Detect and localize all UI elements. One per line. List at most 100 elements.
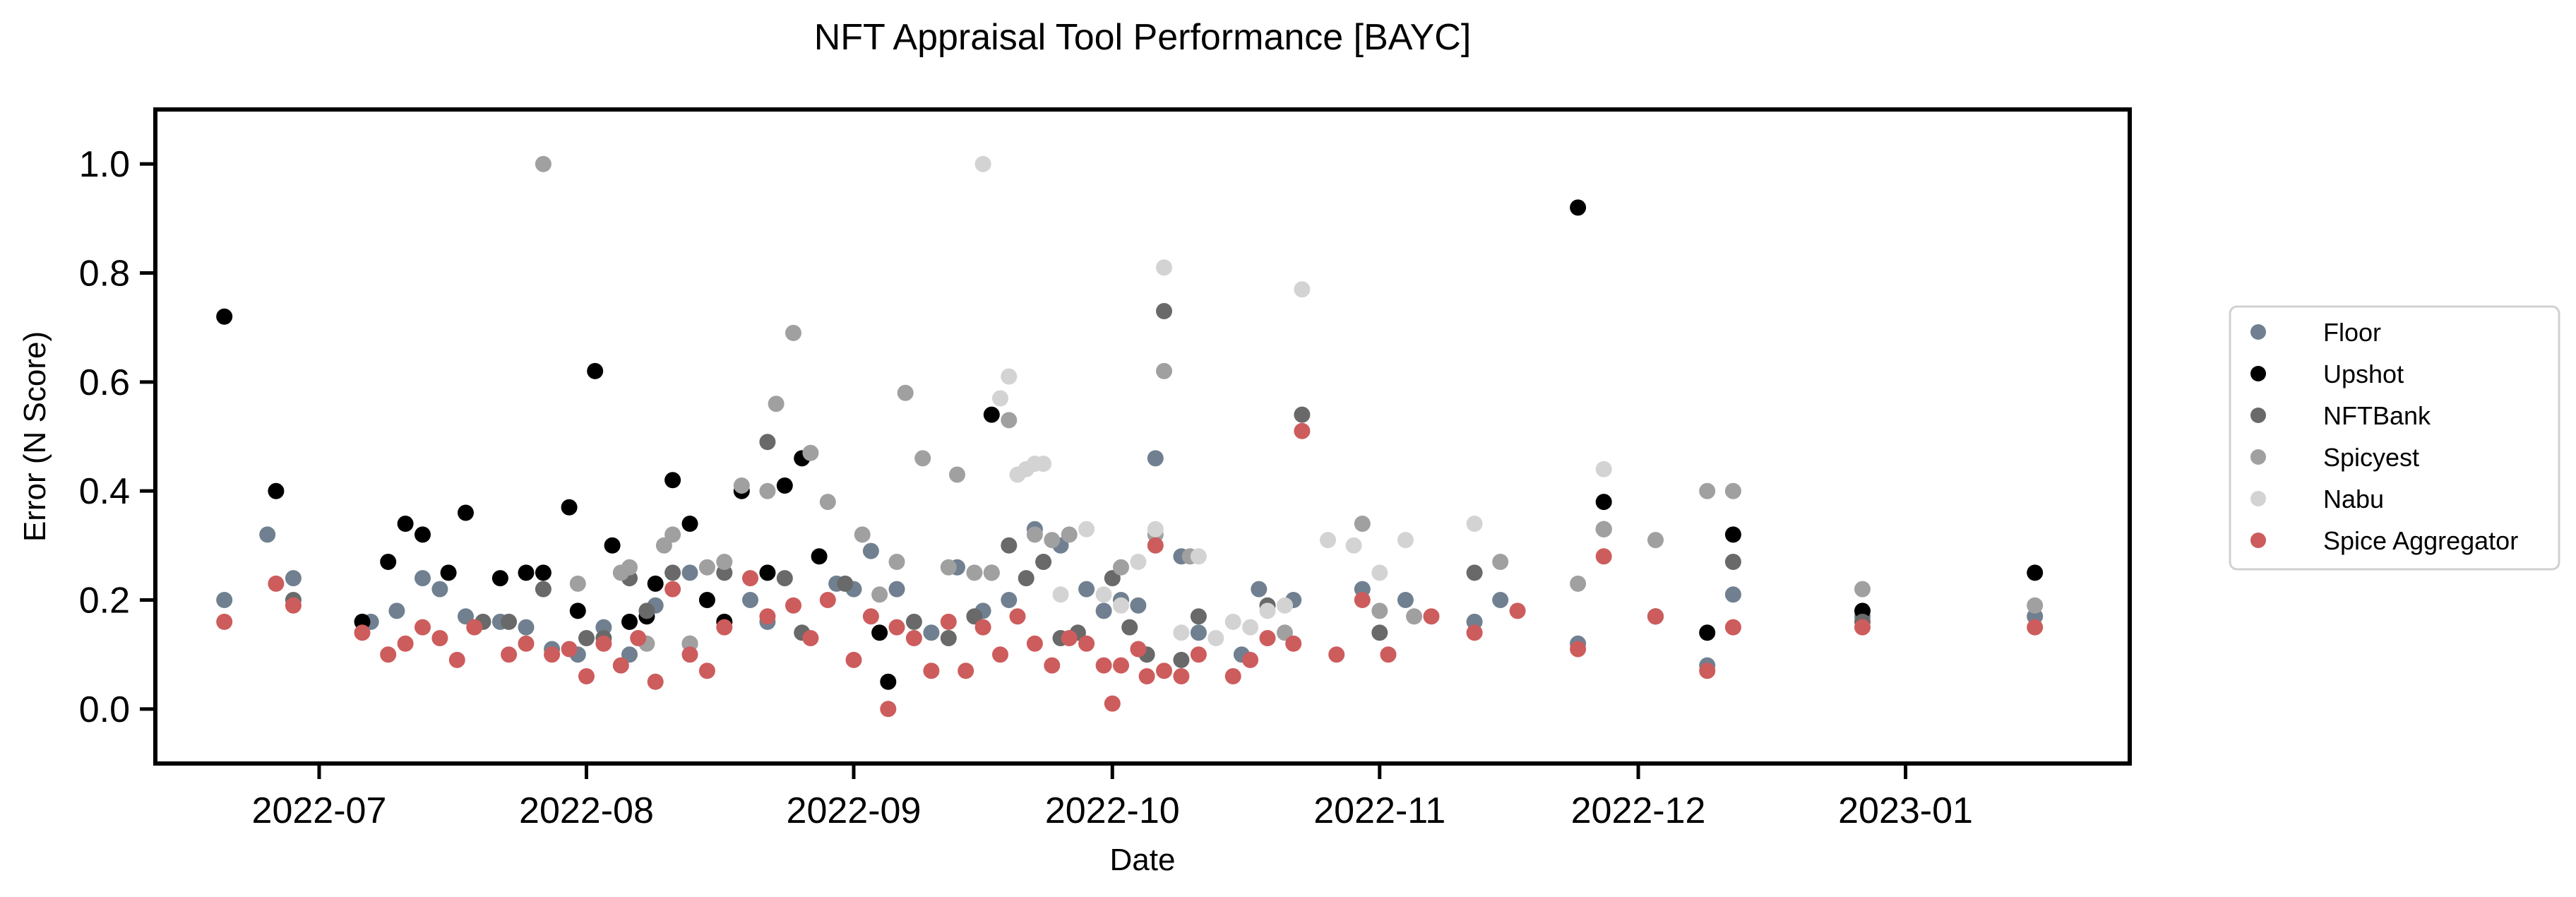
data-point <box>1035 554 1052 570</box>
legend-marker <box>2250 533 2266 548</box>
data-point <box>1001 412 1018 429</box>
data-point <box>655 537 672 554</box>
data-point <box>733 477 750 494</box>
series-2 <box>285 303 1871 668</box>
data-point <box>1001 537 1018 554</box>
data-point <box>285 570 302 587</box>
data-point <box>776 570 793 587</box>
data-point <box>742 570 758 587</box>
data-point <box>491 570 508 587</box>
data-point <box>397 516 414 532</box>
data-point <box>415 570 431 587</box>
data-point <box>1156 362 1172 379</box>
data-point <box>1156 259 1172 276</box>
data-point <box>1173 668 1190 684</box>
data-point <box>431 630 448 646</box>
data-point <box>259 526 276 543</box>
data-point <box>974 619 991 636</box>
data-point <box>1647 608 1664 625</box>
data-point <box>1251 581 1268 598</box>
data-point <box>630 630 647 646</box>
data-point <box>1259 602 1276 619</box>
data-point <box>698 592 715 608</box>
data-point <box>216 592 233 608</box>
data-point <box>974 155 991 172</box>
data-point <box>1570 575 1587 592</box>
y-axis: 0.0 0.2 0.4 0.6 0.8 1.0 <box>79 144 155 730</box>
data-point <box>716 554 733 570</box>
data-point <box>518 635 535 652</box>
data-point <box>1354 516 1371 532</box>
y-axis-label: Error (N Score) <box>18 331 52 542</box>
data-point <box>854 526 871 543</box>
data-point <box>664 564 681 581</box>
data-point <box>966 564 983 581</box>
data-point <box>354 624 371 641</box>
data-point <box>1018 570 1034 587</box>
x-tick-label: 2023-01 <box>1838 790 1973 831</box>
data-point <box>819 592 836 608</box>
data-point <box>905 630 922 646</box>
data-point <box>1173 624 1190 641</box>
data-point <box>1138 668 1155 684</box>
data-point <box>1147 521 1164 537</box>
data-point <box>1724 526 1741 543</box>
data-point <box>940 630 957 646</box>
data-point <box>1294 281 1311 298</box>
data-point <box>1113 657 1129 674</box>
data-point <box>940 613 957 630</box>
chart-title: NFT Appraisal Tool Performance [BAYC] <box>814 17 1472 58</box>
data-point <box>216 613 233 630</box>
data-point <box>1354 592 1371 608</box>
data-point <box>1423 608 1440 625</box>
data-point <box>1724 482 1741 499</box>
data-point <box>1380 646 1397 663</box>
data-point <box>466 619 483 636</box>
legend-label: NFTBank <box>2323 401 2431 430</box>
data-point <box>1104 570 1121 587</box>
data-point <box>380 646 397 663</box>
data-point <box>880 673 897 690</box>
data-point <box>518 564 535 581</box>
data-point <box>1190 646 1207 663</box>
x-tick-label: 2022-07 <box>252 790 387 831</box>
data-point <box>2027 564 2044 581</box>
data-point <box>535 581 551 598</box>
data-point <box>983 406 1000 423</box>
data-point <box>759 608 776 625</box>
data-point <box>1406 608 1423 625</box>
data-point <box>802 630 819 646</box>
series-4 <box>974 155 1612 646</box>
data-point <box>888 554 905 570</box>
data-point <box>647 575 664 592</box>
legend-marker <box>2250 408 2266 423</box>
data-point <box>1104 695 1121 712</box>
legend: Floor Upshot NFTBank Spicyest Nabu Spice Aggr… <box>2229 305 2560 571</box>
data-point <box>1208 630 1224 646</box>
legend-marker <box>2250 366 2266 381</box>
data-point <box>1854 619 1871 636</box>
data-point <box>1699 624 1716 641</box>
data-point <box>415 526 431 543</box>
data-point <box>923 624 940 641</box>
data-point <box>268 575 285 592</box>
x-tick-label: 2022-09 <box>787 790 922 831</box>
data-point <box>958 663 974 679</box>
data-point <box>1190 608 1207 625</box>
data-point <box>1242 651 1259 668</box>
data-point <box>664 581 681 598</box>
data-point <box>1595 494 1612 511</box>
data-point <box>923 663 940 679</box>
y-tick-label: 0.6 <box>79 362 130 403</box>
data-point <box>569 602 586 619</box>
data-point <box>621 613 638 630</box>
data-point <box>862 542 879 559</box>
data-point <box>2027 597 2044 614</box>
data-point <box>1130 554 1147 570</box>
data-point <box>285 597 302 614</box>
data-point <box>1173 651 1190 668</box>
data-point <box>415 619 431 636</box>
data-point <box>578 668 595 684</box>
data-point <box>742 592 758 608</box>
data-point <box>621 559 638 576</box>
